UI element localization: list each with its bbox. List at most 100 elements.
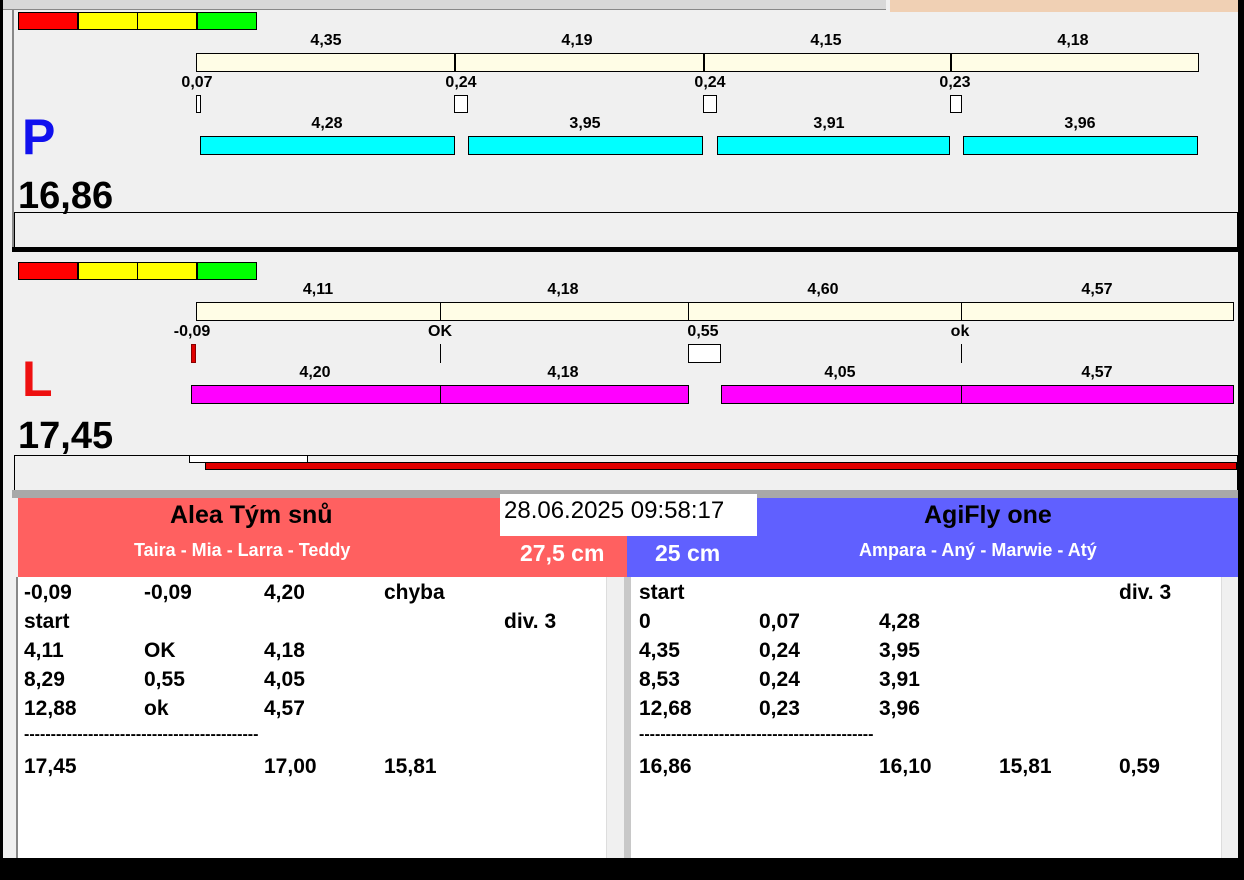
right-results-cell: 12,68: [639, 697, 692, 720]
l-track-divider: [961, 302, 962, 321]
left-results-summary-cell: 17,00: [264, 755, 317, 778]
p-split-label: 4,19: [561, 32, 593, 49]
right-results-cell: start: [639, 581, 685, 604]
right-results-cell: 3,95: [879, 639, 920, 662]
l-run-divider: [961, 385, 962, 404]
left-results-cell: OK: [144, 639, 176, 662]
left-results-cell: div. 3: [504, 610, 557, 633]
signal-light-yellow: [77, 12, 138, 30]
l-track-bar: [196, 302, 1234, 321]
left-results-summary-cell: 15,81: [384, 755, 437, 778]
left-scrollbar[interactable]: [606, 577, 624, 859]
signal-light-yellow: [77, 262, 138, 280]
l-split-label: 4,60: [807, 281, 839, 298]
p-split-label: 4,35: [310, 32, 342, 49]
p-gap-box: [950, 95, 962, 113]
p-gap-label: 0,24: [445, 74, 477, 91]
signal-light-green: [196, 262, 257, 280]
l-track-divider: [688, 302, 689, 321]
left-results-cell: ok: [144, 697, 169, 720]
l-run-bar: [721, 385, 1234, 404]
l-gap-label: 0,55: [687, 323, 719, 340]
lane-p-letter: P: [22, 109, 56, 165]
list-divider: [624, 577, 631, 859]
right-edge: [1238, 0, 1244, 880]
right-results-summary-cell: 16,10: [879, 755, 932, 778]
left-results-cell: -0,09: [24, 581, 72, 604]
signal-light-red: [18, 12, 78, 30]
left-results-cell: 4,05: [264, 668, 305, 691]
left-results-cell: 4,20: [264, 581, 305, 604]
p-gap-label: 0,23: [939, 74, 971, 91]
p-track-bar: [196, 53, 1199, 72]
right-results-cell: 0,24: [759, 668, 800, 691]
p-run-bar: [963, 136, 1198, 155]
left-results-cell: start: [24, 610, 70, 633]
p-run-label: 4,28: [311, 115, 343, 132]
right-results-cell: 0,07: [759, 610, 800, 633]
p-split-label: 4,18: [1057, 32, 1089, 49]
signal-light-yellow: [137, 262, 197, 280]
p-run-label: 3,95: [569, 115, 601, 132]
left-team-dogs: Taira - Mia - Larra - Teddy: [134, 540, 351, 560]
lane-l-progress-red: [205, 462, 1237, 470]
left-results-summary-cell: 17,45: [24, 755, 77, 778]
p-gap-label: 0,07: [181, 74, 213, 91]
p-gap-box: [454, 95, 468, 113]
l-gap-label: -0,09: [173, 323, 211, 340]
left-results-cell: 4,57: [264, 697, 305, 720]
l-run-label: 4,18: [547, 364, 579, 381]
p-gap-box: [196, 95, 201, 113]
l-track-divider: [440, 302, 441, 321]
lane-p-panel: [12, 10, 1240, 248]
signal-light-red: [18, 262, 78, 280]
p-track-divider: [454, 53, 456, 72]
right-results-cell: 4,35: [639, 639, 680, 662]
p-run-bar: [200, 136, 455, 155]
lane-separator: [12, 247, 1240, 252]
right-results-cell: div. 3: [1119, 581, 1172, 604]
l-run-divider: [440, 385, 441, 404]
right-results-cell: 0: [639, 610, 651, 633]
p-split-label: 4,15: [810, 32, 842, 49]
right-results-summary-cell: 15,81: [999, 755, 1052, 778]
lane-l-letter: L: [22, 351, 53, 407]
l-gap-marker-line: [440, 344, 441, 363]
right-results-cell: 3,91: [879, 668, 920, 691]
l-run-label: 4,57: [1081, 364, 1113, 381]
l-split-label: 4,11: [302, 281, 334, 298]
p-run-bar: [468, 136, 703, 155]
left-results-cell: 0,55: [144, 668, 185, 691]
top-right-panel: [890, 0, 1240, 12]
l-run-label: 4,05: [824, 364, 856, 381]
p-track-divider: [950, 53, 952, 72]
left-edge: [0, 0, 3, 880]
right-team-name: AgiFly one: [924, 501, 1052, 529]
p-track-divider: [703, 53, 705, 72]
p-run-label: 3,96: [1064, 115, 1096, 132]
left-results-separator: ----------------------------------------…: [24, 726, 259, 743]
right-scrollbar[interactable]: [1221, 577, 1238, 859]
left-results-cell: 4,18: [264, 639, 305, 662]
right-results-cell: 0,24: [759, 639, 800, 662]
datetime: 28.06.2025 09:58:17: [500, 494, 757, 536]
right-results-cell: 3,96: [879, 697, 920, 720]
right-results-cell: 8,53: [639, 668, 680, 691]
l-split-label: 4,18: [547, 281, 579, 298]
p-run-bar: [717, 136, 950, 155]
left-team-height: 27,5 cm: [520, 540, 605, 566]
l-gap-label: ok: [950, 323, 970, 340]
l-gap-box: [688, 344, 721, 363]
right-results-cell: 4,28: [879, 610, 920, 633]
lane-p-progress-box: [14, 212, 1238, 248]
p-gap-label: 0,24: [694, 74, 726, 91]
left-team-name: Alea Tým snů: [170, 501, 333, 529]
lane-p-total: 16,86: [18, 175, 114, 217]
p-run-label: 3,91: [813, 115, 845, 132]
right-team-dogs: Ampara - Aný - Marwie - Atý: [859, 540, 1097, 560]
left-results-cell: 4,11: [24, 639, 64, 662]
right-results-cell: 0,23: [759, 697, 800, 720]
right-results-summary-cell: 0,59: [1119, 755, 1160, 778]
l-split-label: 4,57: [1081, 281, 1113, 298]
l-gap-marker-line: [961, 344, 962, 363]
